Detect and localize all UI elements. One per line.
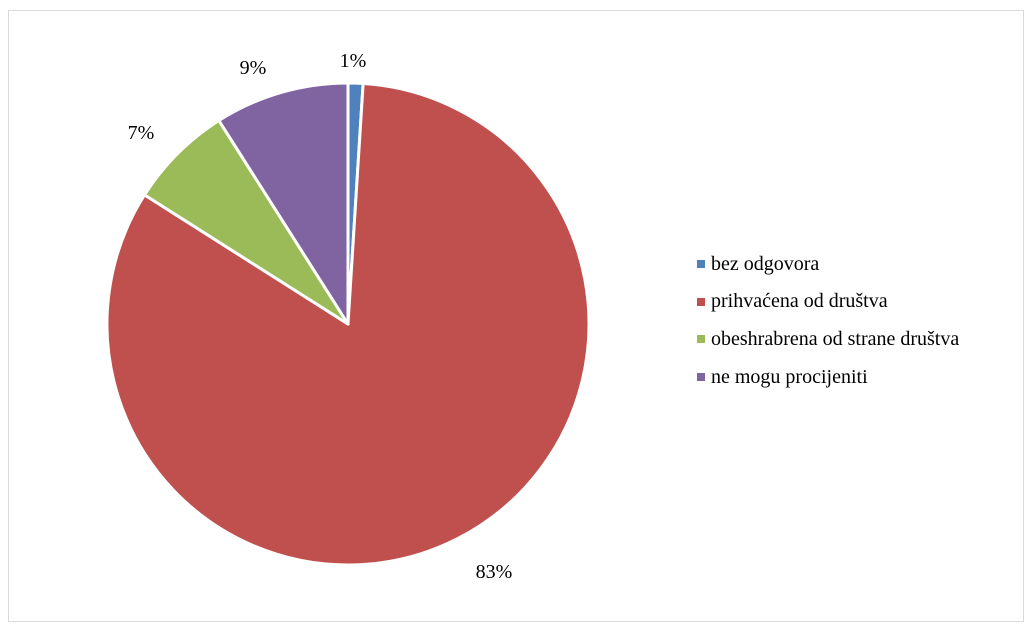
legend-label: prihvaćena od društva [711,290,888,313]
legend-item-ne-mogu-procijeniti: ne mogu procijeniti [697,363,959,391]
legend-swatch [697,297,705,306]
pie-chart: 1% 83% 7% 9% [105,50,591,583]
legend-item-bez-odgovora: bez odgovora [697,250,959,278]
data-label-bez-odgovora: 1% [340,50,367,72]
pie-data-labels: 1% 83% 7% 9% [128,50,513,583]
legend-swatch [697,373,705,382]
legend-item-obeshrabrena-od-strane-drustva: obeshrabrena od strane društva [697,325,959,353]
legend: bez odgovora prihvaćena od društva obesh… [697,250,959,401]
legend-swatch [697,335,705,344]
pie-slice-ne-mogu-procijeniti [217,81,350,326]
legend-swatch [697,260,705,268]
legend-item-prihvacena-od-drustva: prihvaćena od društva [697,288,959,316]
legend-label: bez odgovora [711,252,820,275]
chart-area: 1% 83% 7% 9% bez odgovora prihvaćena od dru… [8,10,1024,622]
pie-slice-obeshrabrena-od-strane-drustva [143,119,350,326]
legend-label: ne mogu procijeniti [711,365,868,388]
pie-slices [105,81,591,567]
data-label-prihvacena-od-drustva: 83% [476,561,513,583]
data-label-obeshrabrena-od-strane-drustva: 7% [128,122,155,144]
data-label-ne-mogu-procijeniti: 9% [240,57,267,79]
legend-label: obeshrabrena od strane društva [711,327,960,350]
